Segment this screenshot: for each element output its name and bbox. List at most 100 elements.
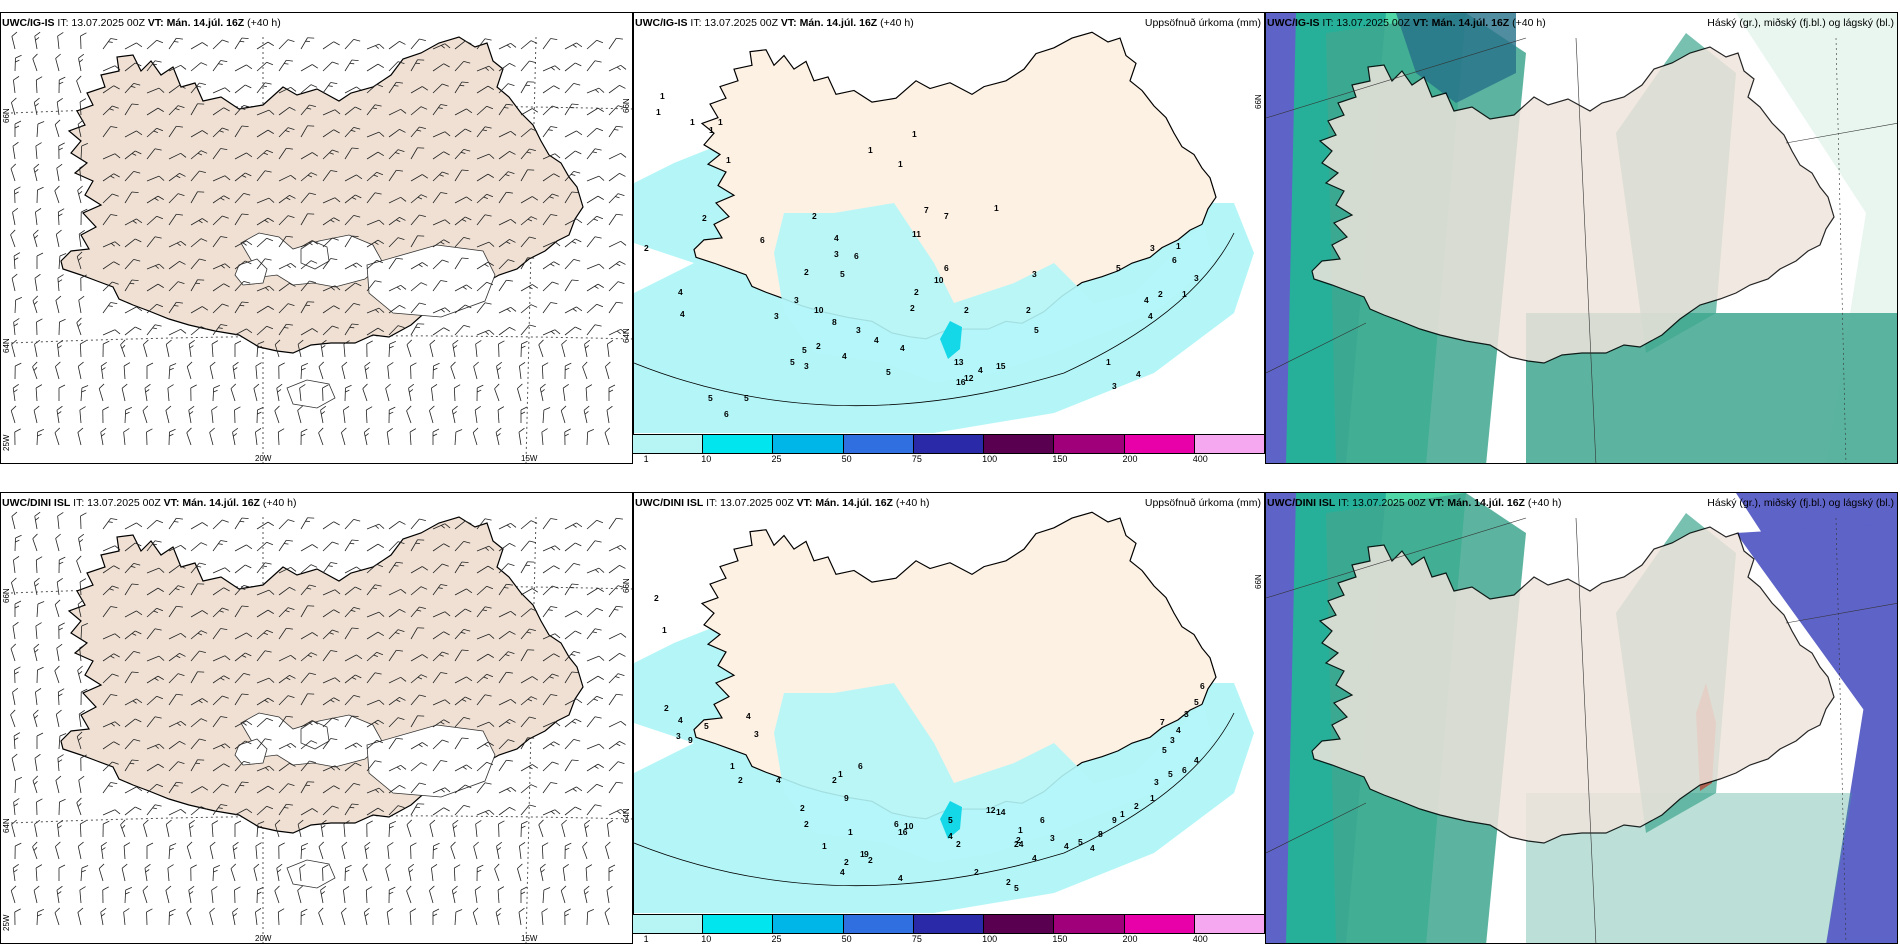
wind-barb	[586, 783, 604, 794]
wind-barb	[343, 820, 350, 838]
wind-barb	[300, 584, 316, 596]
wind-barb	[410, 715, 425, 728]
wind-barb	[452, 819, 459, 838]
wind-barb	[300, 544, 319, 552]
wind-barb	[190, 279, 205, 292]
wind-barb	[429, 405, 435, 424]
wind-barb	[322, 765, 341, 772]
panel-header: UWC/IG-IS IT: 13.07.2025 00Z VT: Mán. 14…	[1267, 17, 1546, 29]
wind-barb	[190, 786, 209, 794]
wind-barb	[58, 556, 66, 574]
wind-barb	[34, 511, 41, 530]
wind-barb	[146, 107, 164, 116]
wind-barb	[190, 218, 209, 226]
wind-barb	[410, 627, 425, 640]
wind-barb	[146, 675, 164, 684]
precip-value: 2	[702, 213, 707, 223]
wind-barb	[300, 740, 318, 750]
wind-barb	[209, 427, 215, 446]
wind-barb	[255, 908, 262, 926]
wind-barb	[410, 38, 426, 50]
wind-barb	[608, 632, 627, 640]
wind-barb	[212, 384, 220, 402]
wind-barb	[212, 628, 228, 640]
wind-barb	[56, 643, 63, 662]
legend-swatch	[912, 914, 985, 934]
wind-barb	[144, 863, 151, 882]
wind-barb	[278, 127, 295, 138]
wind-barb	[542, 518, 558, 530]
wind-barb	[124, 738, 141, 750]
wind-barb	[388, 764, 407, 772]
wind-barb	[186, 841, 193, 860]
panel-header: UWC/DINI ISL IT: 13.07.2025 00Z VT: Mán.…	[1267, 497, 1562, 509]
wind-barb	[253, 863, 260, 882]
wind-barb	[33, 97, 40, 116]
wind-barb	[234, 652, 252, 662]
wind-barb	[476, 809, 495, 816]
wind-barb	[10, 229, 16, 248]
wind-barb	[366, 611, 385, 618]
wind-barb	[54, 599, 61, 618]
wind-barb	[564, 258, 581, 270]
wind-barb	[168, 261, 186, 270]
legend-label: 50	[841, 454, 852, 464]
wind-barb	[11, 339, 17, 358]
wind-barb	[542, 606, 558, 618]
cloud-map	[1266, 493, 1897, 943]
wind-barb	[366, 171, 384, 182]
wind-barb	[542, 761, 559, 772]
wind-barb	[256, 129, 274, 138]
wind-barb	[168, 363, 177, 380]
wind-barb	[388, 629, 405, 640]
wind-barb	[14, 842, 22, 860]
wind-barb	[320, 339, 327, 358]
wind-barb	[167, 864, 174, 882]
wind-barb	[124, 886, 132, 904]
wind-barb	[76, 797, 82, 816]
wind-barb	[168, 193, 185, 204]
precip-value: 3	[794, 295, 799, 305]
wind-panel-bottom: UWC/DINI ISL IT: 13.07.2025 00Z VT: Mán.…	[0, 492, 633, 944]
wind-barb	[14, 600, 22, 617]
wind-barb	[432, 239, 450, 248]
wind-barb	[146, 908, 153, 926]
precip-value: 5	[1116, 263, 1121, 273]
wind-barb	[77, 185, 83, 204]
wind-barb	[278, 283, 296, 292]
wind-barb	[498, 759, 513, 772]
wind-barb	[388, 561, 403, 574]
wind-barb	[168, 843, 177, 860]
wind-barb	[57, 688, 65, 706]
wind-barb	[278, 587, 296, 596]
wind-barb	[11, 273, 18, 292]
precip-value: 4	[1144, 295, 1149, 305]
legend-label: 10	[701, 454, 712, 464]
wind-barb	[102, 241, 121, 248]
wind-barb	[33, 643, 40, 662]
wind-barb	[124, 279, 139, 292]
wind-barb	[168, 808, 187, 816]
wind-barb	[520, 561, 535, 574]
precip-value: 12	[986, 805, 996, 815]
wind-barb	[542, 261, 560, 270]
wind-barb	[278, 627, 293, 640]
wind-barb	[585, 864, 593, 882]
wind-barb	[11, 753, 18, 772]
wind-barb	[212, 567, 231, 574]
coastline	[1311, 526, 1835, 844]
precip-panel-top: UWC/IG-IS IT: 13.07.2025 00Z VT: Mán. 14…	[633, 12, 1265, 452]
wind-barb	[102, 126, 118, 138]
wind-barb	[322, 129, 340, 138]
wind-barb	[586, 908, 594, 926]
wind-barb	[542, 153, 561, 160]
wind-barb	[366, 239, 384, 248]
wind-barb	[102, 545, 121, 552]
wind-barb	[58, 384, 66, 401]
contour-line	[634, 232, 1235, 407]
wind-barb	[212, 540, 228, 552]
wind-barb	[32, 295, 39, 314]
wind-barb	[124, 42, 143, 50]
wind-barb	[80, 208, 88, 226]
wind-barb	[36, 121, 45, 138]
